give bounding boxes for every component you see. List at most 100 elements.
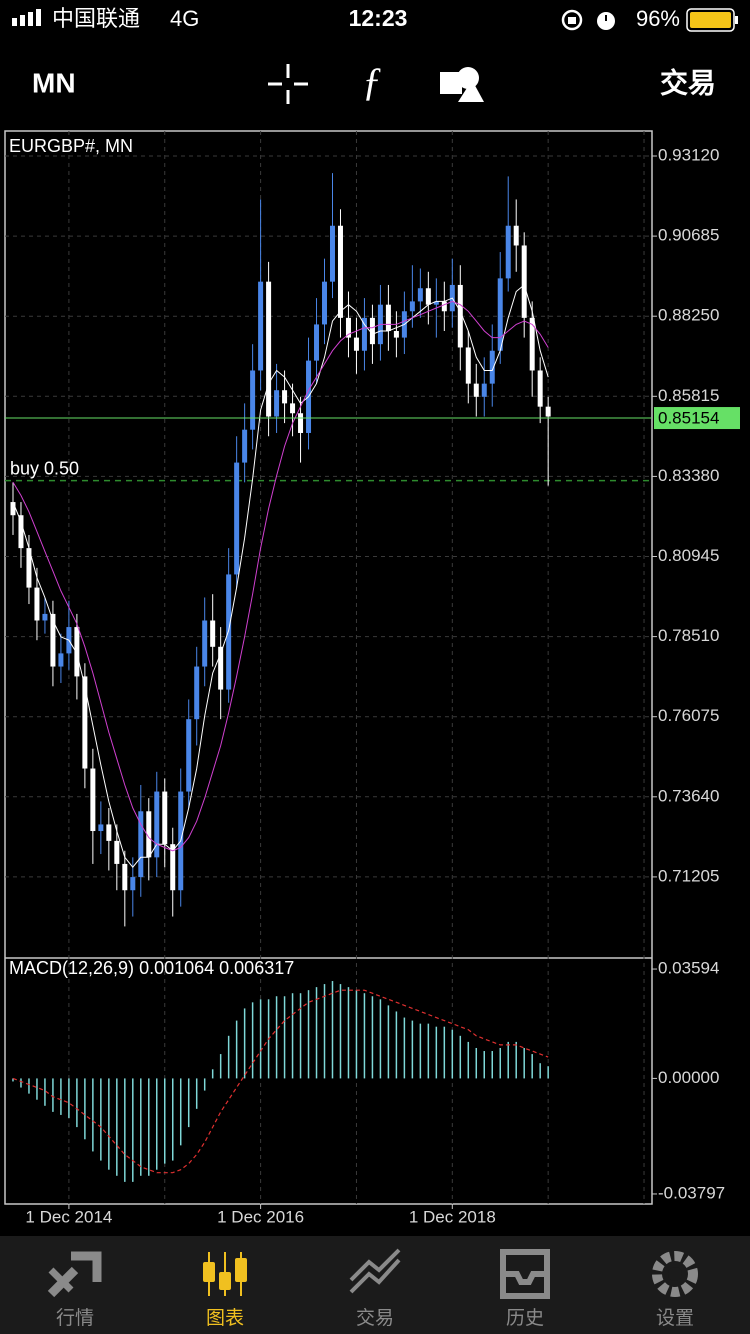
- candle-body: [322, 281, 328, 325]
- tab-icon: [219, 1272, 231, 1290]
- candle-body: [106, 824, 112, 841]
- candle-body: [473, 383, 479, 397]
- grid: [5, 131, 652, 1204]
- tab-button[interactable]: [652, 1251, 698, 1297]
- macd-signal: 0.006317: [219, 958, 294, 978]
- indicators-button[interactable]: ƒ: [362, 59, 382, 104]
- candle-body: [74, 627, 80, 677]
- candle-body: [489, 350, 495, 384]
- tab-icon: [652, 1251, 698, 1297]
- candle-body: [26, 548, 32, 588]
- candle-body: [537, 370, 543, 407]
- candle-body: [50, 613, 56, 667]
- candle-body: [481, 383, 487, 397]
- candle-body: [242, 429, 248, 463]
- candle-body: [138, 811, 144, 878]
- current-price-label: 0.85154: [658, 409, 719, 428]
- candle-body: [210, 620, 216, 647]
- candle-body: [154, 791, 160, 858]
- candle-body: [417, 288, 423, 302]
- candle-body: [82, 676, 88, 769]
- moving-average-fast: [12, 284, 549, 868]
- y-tick-label: 0.90685: [658, 226, 719, 245]
- macd-y-tick-label: -0.03797: [658, 1183, 725, 1202]
- candle-body: [465, 347, 471, 384]
- macd-panel: [12, 981, 549, 1182]
- current-price-box: [654, 407, 740, 430]
- candle-body: [353, 337, 359, 351]
- candle-body: [18, 515, 24, 549]
- candle-body: [90, 768, 96, 832]
- candle-body: [529, 317, 535, 371]
- candle-body: [122, 863, 128, 891]
- candle-body: [170, 844, 176, 891]
- candle-body: [34, 587, 40, 621]
- tab-label: 行情: [56, 1307, 94, 1329]
- y-tick-label: 0.93120: [658, 145, 719, 164]
- tab-bar: [0, 1236, 750, 1334]
- y-tick-label: 0.88250: [658, 306, 719, 325]
- timeframe-button[interactable]: MN: [32, 67, 76, 98]
- candle-body: [98, 824, 104, 832]
- candle-body: [369, 317, 375, 345]
- price-panel: [5, 173, 652, 927]
- candle-body: [234, 462, 240, 575]
- tab-label: 图表: [206, 1307, 244, 1329]
- candle-body: [329, 225, 335, 282]
- macd-main: 0.001064: [139, 958, 214, 978]
- tab-icon: [349, 1248, 401, 1294]
- candle-body: [114, 840, 120, 864]
- tab-button[interactable]: [47, 1251, 102, 1298]
- crosshair-button[interactable]: [268, 64, 308, 104]
- candle-body: [505, 225, 511, 279]
- network: 4G: [170, 6, 199, 31]
- status-bar: 中国联通 4G 12:23 96%: [12, 5, 738, 32]
- candle-body: [290, 403, 296, 414]
- y-tick-label: 0.83380: [658, 466, 719, 485]
- candle-body: [337, 225, 343, 318]
- x-tick-label: 1 Dec 2016: [217, 1207, 304, 1226]
- candle-body: [58, 653, 64, 667]
- candle-body: [10, 502, 16, 516]
- candle-body: [345, 317, 351, 338]
- carrier: 中国联通: [52, 6, 140, 31]
- clock: 12:23: [349, 5, 408, 31]
- y-tick-label: 0.78510: [658, 626, 719, 645]
- candle-body: [425, 288, 431, 305]
- macd-name: MACD(12,26,9): [9, 958, 134, 978]
- candle-body: [457, 284, 463, 348]
- macd-title: MACD(12,26,9) 0.001064 0.006317: [9, 958, 294, 978]
- candle-body: [250, 370, 256, 430]
- battery-percent: 96%: [636, 6, 680, 31]
- tab-icon: [235, 1258, 247, 1282]
- tabs: 行情 图表 交易 历史 设置: [47, 1248, 698, 1329]
- candle-body: [274, 390, 280, 417]
- candle-body: [202, 620, 208, 667]
- candle-body: [433, 301, 439, 305]
- candle-body: [545, 406, 551, 417]
- macd-y-tick-label: 0.03594: [658, 959, 719, 978]
- candle-body: [513, 225, 519, 246]
- tab-button[interactable]: [203, 1252, 247, 1296]
- axes: 0.93120 0.90685 0.88250 0.85815 0.83380 0.809…: [10, 145, 740, 1226]
- tab-icon: [500, 1249, 550, 1299]
- objects-button[interactable]: [440, 67, 484, 102]
- candle-body: [497, 278, 503, 351]
- tab-button[interactable]: [349, 1248, 401, 1294]
- trade-button[interactable]: 交易: [660, 66, 716, 98]
- tab-icon: [668, 1267, 682, 1281]
- candle-body: [282, 390, 288, 404]
- candle-body: [162, 791, 168, 845]
- candle-body: [258, 281, 264, 371]
- y-tick-label: 0.71205: [658, 866, 719, 885]
- macd-y-tick-label: 0.00000: [658, 1068, 719, 1087]
- order-label: buy 0.50: [10, 458, 79, 478]
- tab-label: 历史: [506, 1307, 544, 1329]
- tab-button[interactable]: [500, 1249, 550, 1299]
- chart-frame: [4, 130, 653, 1205]
- candle-body: [521, 245, 527, 318]
- candle-body: [42, 613, 48, 621]
- chart-title: EURGBP#, MN: [9, 136, 133, 156]
